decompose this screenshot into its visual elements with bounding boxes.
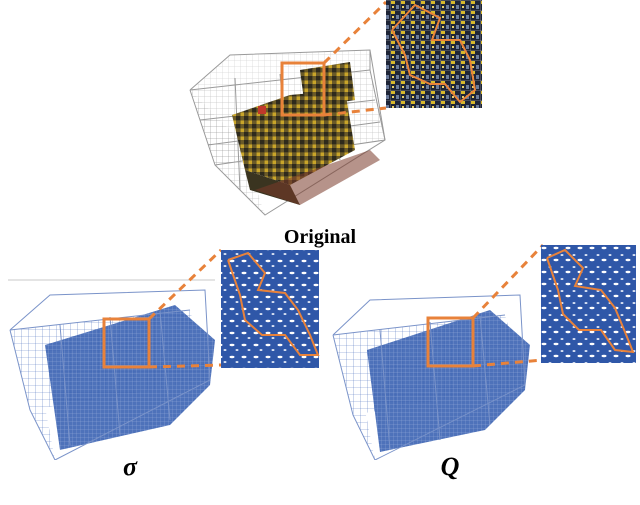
q-figure	[332, 243, 636, 460]
q-panel	[325, 240, 640, 460]
original-figure	[189, 0, 482, 216]
sigma-zoom-inset	[221, 250, 320, 368]
original-panel	[0, 0, 640, 225]
original-highlight	[280, 0, 388, 117]
sigma-voxel-grid	[9, 289, 215, 460]
caption-q: Q	[440, 452, 460, 481]
caption-sigma: σ	[122, 452, 137, 481]
caption-original: Original	[283, 226, 357, 248]
sigma-highlight	[102, 248, 223, 369]
original-zoom-inset	[386, 0, 482, 108]
q-voxel-grid	[332, 294, 530, 460]
q-zoom-inset	[541, 245, 636, 363]
sigma-figure	[8, 248, 320, 460]
q-highlight	[426, 243, 545, 368]
sigma-panel	[0, 245, 325, 460]
